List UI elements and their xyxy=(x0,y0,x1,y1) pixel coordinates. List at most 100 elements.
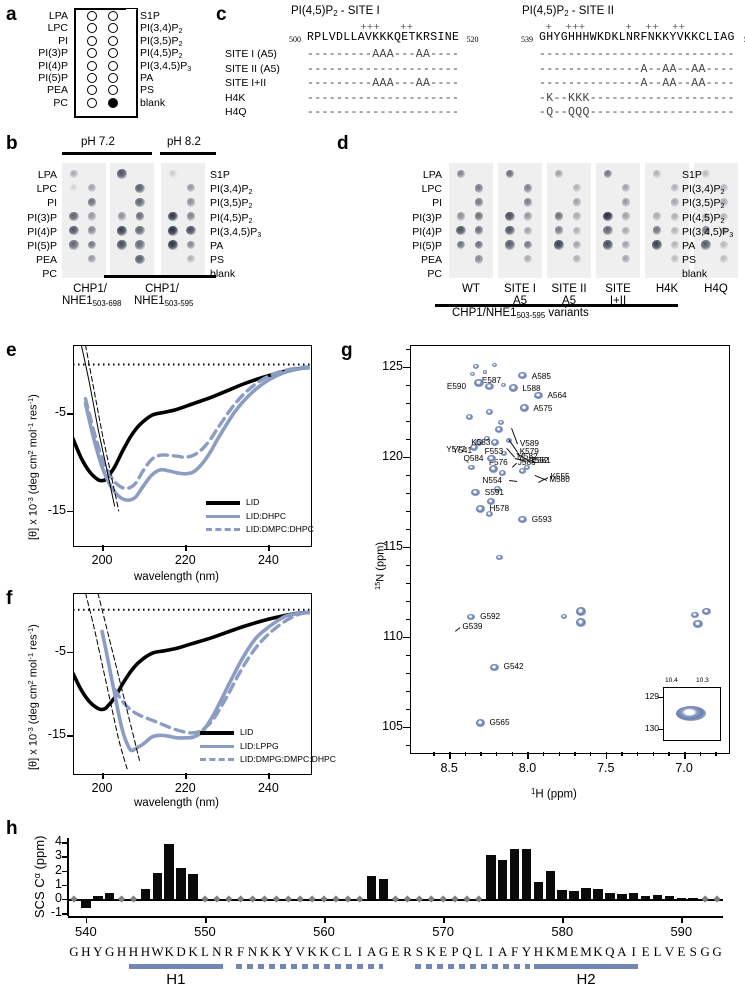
blot-dot xyxy=(701,240,711,250)
cd-legend-label: LID xyxy=(246,497,260,507)
hsqc-peak-label: H578 xyxy=(489,503,510,513)
panel-c-row-label: SITE I+II xyxy=(225,77,267,90)
panel-b-left-label: PI(5)P xyxy=(27,240,57,252)
panel-c-row-site2: --------------A--AA--AA---- xyxy=(539,77,735,91)
panel-h-residue: I xyxy=(488,944,493,959)
blot-dot xyxy=(621,184,631,193)
blot-dot xyxy=(603,211,613,222)
panel-h-bar xyxy=(569,891,579,899)
hsqc-peak xyxy=(486,511,494,518)
hsqc-peak-A575 xyxy=(519,404,529,412)
panel-d-group-caption: CHP1/NHE1503-595 variants xyxy=(452,307,589,320)
panel-a-right-label: PI(4,5)P2 xyxy=(140,47,183,60)
panel-b-left-label: PI(3)P xyxy=(27,211,57,224)
panel-h-ytick xyxy=(62,884,68,887)
blot-dot xyxy=(117,240,127,250)
hsqc-peak-A585 xyxy=(518,371,528,380)
panel-label-e: e xyxy=(6,340,17,361)
panel-h-bar xyxy=(533,881,544,899)
panel-a-spot xyxy=(108,23,118,34)
hsqc-xtick-minor xyxy=(590,752,592,756)
panel-h-bar xyxy=(176,868,186,899)
blot-dot xyxy=(186,198,196,207)
cd-curve-LID:DHPC xyxy=(83,365,310,502)
panel-h-bar xyxy=(617,894,627,899)
panel-h-residue: K xyxy=(307,944,317,959)
cd-legend-swatch xyxy=(200,731,234,735)
hsqc-ytick-minor xyxy=(406,744,410,746)
hsqc-peak-G592 xyxy=(467,613,476,621)
panel-h-xtick-label: 570 xyxy=(432,924,454,939)
hsqc-xtick-minor xyxy=(637,752,639,756)
blot-dot xyxy=(474,183,484,193)
cd-xtick xyxy=(185,545,187,551)
panel-c-row-site2: --------------A--AA--AA---- xyxy=(539,62,735,76)
blot-dot xyxy=(572,255,582,264)
blot-dot xyxy=(456,240,466,250)
hsqc-xtick-minor xyxy=(464,752,466,756)
panel-h-residue: P xyxy=(451,944,459,959)
cd-xtick-label: 220 xyxy=(174,781,196,795)
panel-h-xtick xyxy=(204,916,207,923)
panel-label-h: h xyxy=(6,818,18,839)
cd-xtick-label: 200 xyxy=(91,553,113,567)
hsqc-peak xyxy=(500,450,507,456)
panel-h-residue: G xyxy=(700,944,710,959)
panel-b-right-label: PA xyxy=(210,240,224,252)
panel-h-zero-marker xyxy=(225,895,233,903)
blot-dot xyxy=(572,198,582,207)
panel-h-ytick xyxy=(62,913,68,915)
hsqc-peak xyxy=(691,611,700,619)
panel-h-ytick-label: 2 xyxy=(55,862,62,877)
hsqc-peak xyxy=(470,371,476,376)
blot-dot xyxy=(87,197,97,207)
panel-b-left-label: PI(4)P xyxy=(27,225,57,238)
panel-d-left-label: PI xyxy=(432,197,442,210)
panel-b-left-label: PI xyxy=(47,197,57,210)
hsqc-peak-label: A564 xyxy=(547,391,567,401)
panel-h-bar xyxy=(676,897,687,899)
hsqc-peak-Y541 xyxy=(474,438,483,446)
blot-dot xyxy=(572,212,582,221)
panel-h-coil xyxy=(414,964,530,969)
hsqc-ytick-minor xyxy=(406,348,410,350)
blot-dot xyxy=(117,212,127,221)
panel-h-residue: Y xyxy=(283,944,293,959)
hsqc-peak-label: Q584 xyxy=(463,454,484,464)
hsqc-peak-label: M582 xyxy=(517,451,538,461)
cd-ytick xyxy=(67,510,73,513)
panel-h-residue: G xyxy=(69,944,79,959)
panel-b-right-label: PI(3,4)P2 xyxy=(210,183,253,196)
blot-dot xyxy=(523,198,533,207)
panel-h-residue: L xyxy=(653,944,662,959)
panel-h-residue: N xyxy=(247,944,258,959)
hsqc-peak-G593 xyxy=(518,515,528,524)
panel-h-residue: S xyxy=(689,944,697,959)
blot-dot xyxy=(168,240,178,250)
panel-h-residue: R xyxy=(403,944,412,959)
hsqc-peak-label: A585 xyxy=(531,371,551,381)
site2-end-num: 565 xyxy=(744,35,745,44)
hsqc-ytick-minor xyxy=(406,366,410,368)
panel-h-xaxis xyxy=(68,916,723,918)
panel-a-spot xyxy=(87,48,97,59)
hsqc-inset-xtick-label: 10.4 xyxy=(665,677,678,684)
panel-h-xtick xyxy=(85,916,88,923)
panel-b-blot-3 xyxy=(161,163,205,278)
hsqc-peak xyxy=(483,436,490,442)
panel-g-plot-area xyxy=(410,345,730,754)
panel-h-helix xyxy=(533,964,639,969)
panel-a-spot-filled xyxy=(108,97,118,108)
panel-label-b: b xyxy=(6,133,18,154)
panel-h-ytick-label: -1 xyxy=(50,905,62,920)
panel-e-xlabel: wavelength (nm) xyxy=(134,571,220,583)
hsqc-peak-label: K555 xyxy=(550,471,570,481)
hsqc-ytick-label: 110 xyxy=(383,628,403,643)
panel-h-residue: A xyxy=(366,944,377,959)
panel-c-row-label: H4Q xyxy=(225,106,247,119)
blot-dot xyxy=(523,255,533,264)
blot-dot xyxy=(474,226,484,236)
blot-dot xyxy=(474,197,484,207)
panel-a-spot xyxy=(87,11,97,21)
panel-h-residue: K xyxy=(593,944,603,959)
